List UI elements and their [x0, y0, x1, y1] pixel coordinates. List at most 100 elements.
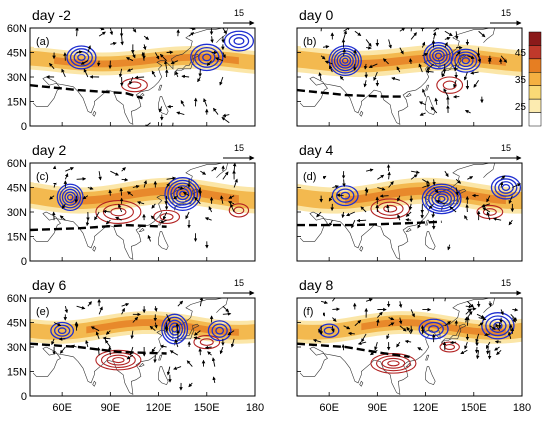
wind-vector: [211, 357, 216, 367]
wind-vector: [354, 30, 362, 36]
wind-vector: [332, 317, 337, 322]
wind-vector: [118, 68, 123, 78]
cyclone-contour: [168, 322, 181, 336]
cyclone-contour: [424, 186, 459, 212]
cyclone-contour: [167, 179, 199, 209]
anticyclone-contour: [95, 200, 142, 224]
map-panel-f: (f) day 8 15 60E 90E 120E 150E 180: [296, 277, 531, 414]
wind-vector: [466, 316, 470, 326]
cyclone-contour: [233, 37, 245, 45]
cyclone-contour: [457, 54, 474, 68]
wind-vector: [465, 308, 472, 315]
wind-vector: [181, 74, 190, 79]
wind-vector: [388, 316, 395, 321]
wind-vector: [318, 72, 322, 81]
wind-vector: [464, 341, 468, 350]
wind-vector: [465, 304, 473, 309]
wind-vector: [377, 187, 386, 191]
wind-vector: [422, 53, 429, 57]
wind-vector: [464, 215, 468, 221]
wind-vector: [361, 333, 367, 343]
trough-line: [30, 84, 143, 100]
jet-shading-core: [361, 319, 506, 336]
wind-vector: [388, 39, 392, 49]
wind-vector: [194, 196, 201, 205]
wind-vector: [132, 184, 140, 189]
reference-vector-label: 15: [234, 278, 244, 288]
wind-vector: [418, 101, 426, 106]
cyclone-contour: [428, 188, 456, 210]
cyclone-contour: [77, 53, 86, 61]
reference-vector-label: 15: [501, 278, 511, 288]
wind-vector: [147, 234, 151, 242]
wind-vector: [98, 171, 102, 181]
wind-vector: [59, 215, 66, 221]
wind-vector: [463, 71, 468, 81]
wind-vector: [180, 99, 185, 107]
anticyclone-contour: [110, 207, 127, 217]
wind-vector: [455, 50, 461, 57]
wind-vector: [405, 218, 412, 222]
lat-tick-label: 0: [21, 121, 27, 133]
wind-vector: [470, 71, 479, 75]
wind-vector: [154, 306, 158, 312]
wind-vector: [419, 112, 426, 116]
wind-vector: [61, 203, 66, 210]
lat-tick-label: 30N: [7, 342, 27, 354]
wind-vector: [159, 344, 167, 349]
wind-vector: [175, 322, 180, 331]
wind-vector: [96, 60, 101, 67]
wind-vector: [444, 30, 453, 36]
wind-vector: [118, 203, 123, 213]
wind-vector: [185, 211, 190, 220]
coastline: [32, 28, 229, 125]
wind-vector: [151, 203, 156, 209]
wind-vector: [172, 122, 174, 126]
wind-vector: [336, 193, 344, 198]
wind-vector: [329, 65, 333, 73]
wind-vector: [391, 77, 400, 81]
wind-vector: [433, 187, 439, 194]
wind-vector: [433, 28, 440, 32]
panel-frame: [296, 27, 523, 127]
wind-vector: [65, 167, 74, 172]
cyclone-contour: [161, 313, 189, 345]
wind-vector: [232, 163, 237, 172]
wind-vector: [486, 195, 491, 203]
wind-vector: [421, 41, 426, 48]
cyclone-contour: [501, 183, 511, 192]
wind-vector: [431, 211, 436, 218]
cyclone-contour: [490, 175, 522, 200]
wind-vector: [176, 111, 185, 115]
cyclone-contour: [66, 194, 74, 201]
wind-vector: [374, 341, 378, 351]
wind-vector: [132, 316, 139, 323]
reference-vector-label: 15: [234, 8, 244, 18]
wind-vector: [342, 48, 346, 56]
wind-vector: [397, 214, 401, 221]
wind-vector: [76, 50, 83, 54]
lat-tick-label: 45N: [7, 318, 27, 330]
wind-vector: [161, 122, 163, 126]
coastline: [32, 163, 229, 260]
wind-vector: [110, 170, 119, 176]
wind-vector: [454, 31, 459, 40]
wind-vector: [98, 306, 103, 315]
wind-vector: [186, 360, 193, 367]
wind-vector: [492, 217, 502, 221]
wind-vector: [426, 63, 434, 71]
wind-vector: [85, 339, 89, 348]
wind-vector: [488, 301, 492, 307]
panel-letter: (d): [303, 171, 316, 183]
wind-vector: [177, 300, 184, 307]
wind-vector: [126, 191, 134, 197]
wind-vector: [376, 318, 380, 326]
wind-vector: [143, 180, 148, 188]
wind-vector: [500, 309, 504, 316]
wind-vector: [204, 345, 212, 350]
wind-vector: [158, 106, 163, 113]
lon-tick-label: 180: [246, 402, 264, 414]
wind-vector: [164, 195, 169, 205]
wind-vector: [453, 63, 458, 72]
trough-line: [297, 88, 402, 98]
